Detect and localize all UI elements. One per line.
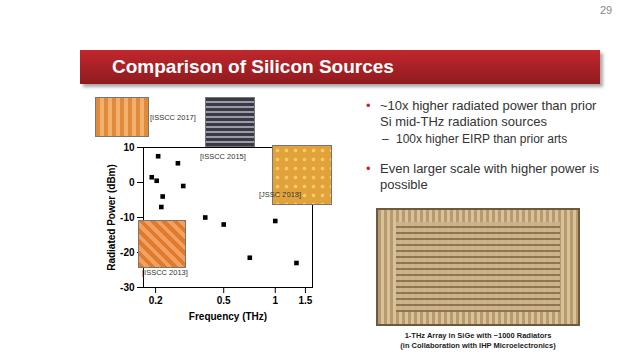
html-text:1-THz Array in SiGe with ~1000: 1-THz Array in SiGe with ~1000 Radiators — [404, 331, 552, 340]
html-text:100x higher EIRP than prior ar: 100x higher EIRP than prior arts — [396, 132, 568, 146]
html-text:29: 29 — [600, 4, 613, 16]
svg-text:0: 0 — [129, 177, 135, 188]
svg-text:1: 1 — [272, 295, 278, 306]
svg-text:Radiated Power (dBm): Radiated Power (dBm) — [106, 164, 117, 271]
html-text:Comparison of Silicon Sources: Comparison of Silicon Sources — [112, 56, 394, 77]
svg-text:10: 10 — [123, 142, 135, 153]
html-text:[JSSC 2018]: [JSSC 2018] — [259, 190, 302, 199]
svg-text:-10: -10 — [120, 212, 135, 223]
html-text:[ISSCC 2013]: [ISSCC 2013] — [142, 268, 188, 277]
html-text:Even larger scale with higher: Even larger scale with higher power is p… — [380, 161, 599, 192]
svg-text:-20: -20 — [120, 247, 135, 258]
svg-text:Frequency (THz): Frequency (THz) — [189, 311, 267, 322]
html-text:[ISSCC 2017]: [ISSCC 2017] — [150, 113, 196, 122]
html-text:[ISSCC 2015]: [ISSCC 2015] — [200, 152, 246, 161]
html-text:~10x higher radiated power tha: ~10x higher radiated power than prior Si… — [380, 98, 597, 129]
html-text:(in Collaboration with IHP Mic: (in Collaboration with IHP Microelectron… — [400, 341, 556, 350]
svg-text:0.2: 0.2 — [149, 295, 163, 306]
svg-text:-30: -30 — [120, 282, 135, 293]
svg-text:0.5: 0.5 — [217, 295, 231, 306]
svg-text:1.5: 1.5 — [298, 295, 312, 306]
